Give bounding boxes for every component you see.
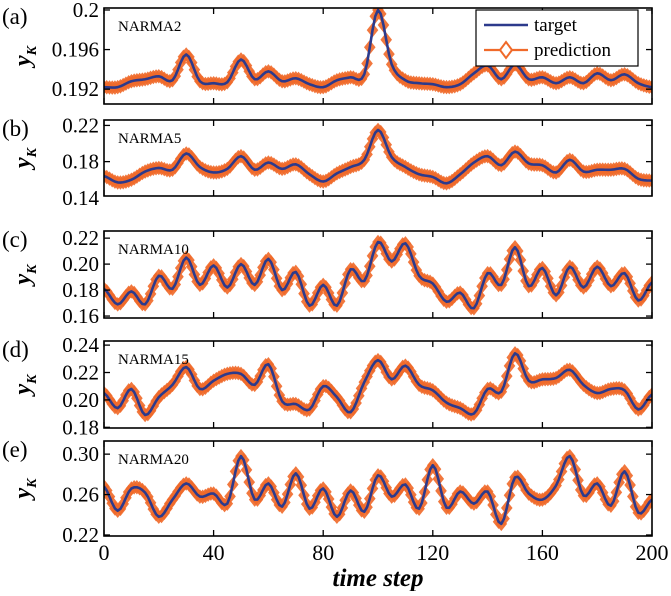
y-axis-label-main: y	[10, 488, 36, 502]
prediction-point	[646, 387, 652, 402]
prediction-point	[646, 492, 652, 507]
panel-series	[104, 234, 652, 316]
y-tick-label: 0.2	[73, 0, 99, 22]
legend-prediction-swatch	[498, 40, 514, 60]
y-axis-label: yK	[10, 44, 40, 69]
panel-title: NARMA2	[118, 19, 181, 35]
x-tick-label: 160	[526, 540, 559, 565]
axes-box	[103, 119, 653, 197]
y-axis-label: yK	[10, 373, 40, 398]
panel-series	[104, 346, 652, 423]
y-tick-label: 0.18	[62, 278, 99, 302]
axes-box	[103, 340, 653, 429]
y-tick-label: 0.196	[52, 38, 99, 62]
y-axis-label-sub: K	[25, 477, 40, 489]
y-tick-label: 0.14	[62, 186, 99, 210]
axes-box	[103, 440, 653, 537]
panel-title: NARMA10	[118, 242, 189, 258]
panel-title: NARMA20	[118, 452, 189, 468]
y-tick-label: 0.20	[62, 252, 99, 276]
x-tick-label: 120	[416, 540, 449, 565]
panel-series	[104, 122, 652, 191]
y-axis-label-sub: K	[25, 263, 40, 275]
target-line	[104, 240, 652, 310]
y-axis-label-sub: K	[25, 44, 40, 56]
panel-narma20: 0.22 0.26 0.30 (e) NARMA20 yK	[2, 437, 653, 547]
y-axis-label-main: y	[10, 55, 36, 69]
y-tick-label: 0.18	[62, 415, 99, 439]
y-tick-label: 0.22	[62, 113, 99, 137]
legend-prediction-label: prediction	[534, 40, 612, 61]
panel-narma10: 0.160.180.200.22 (c) NARMA10 yK	[2, 226, 653, 328]
target-line	[104, 352, 652, 417]
y-tick-label: 0.26	[62, 483, 99, 507]
panel-narma15: 0.18 0.20 0.22 0.24 (d) NARMA15 yK	[2, 333, 653, 439]
y-tick-label: 0.30	[62, 442, 99, 466]
panel-label: (d)	[2, 337, 29, 362]
target-line	[104, 454, 652, 526]
y-tick-label: 0.22	[62, 523, 99, 547]
y-tick-label: 0.24	[62, 333, 99, 357]
y-axis-label-sub: K	[25, 373, 40, 385]
x-tick-label: 40	[203, 540, 225, 565]
y-axis-label: yK	[10, 146, 40, 171]
panel-narma5: 0.14 0.18 0.22 (b) NARMA5 yK	[2, 113, 653, 210]
y-axis-label-main: y	[10, 384, 36, 398]
y-tick-label: 0.22	[62, 226, 99, 250]
y-axis-label: yK	[10, 477, 40, 502]
y-axis-label-main: y	[10, 274, 36, 288]
x-axis-label: time step	[333, 565, 424, 591]
panel-label: (a)	[2, 4, 28, 29]
x-tick-label: 0	[99, 540, 110, 565]
axes-box	[103, 7, 653, 105]
y-tick-label: 0.18	[62, 150, 99, 174]
legend-box	[475, 9, 639, 67]
y-tick-label: 0.22	[62, 361, 99, 385]
panel-title: NARMA5	[118, 131, 181, 147]
axes-box	[103, 230, 653, 319]
panel-label: (c)	[2, 227, 28, 252]
y-tick-label: 0.16	[62, 304, 99, 328]
y-tick-label: 0.20	[62, 388, 99, 412]
panel-label: (b)	[2, 116, 29, 141]
legend: target prediction	[475, 9, 639, 67]
y-tick-label: 0.192	[52, 77, 99, 101]
panel-label: (e)	[2, 437, 28, 462]
target-line	[104, 8, 652, 89]
x-tick-label: 80	[312, 540, 334, 565]
panel-series	[104, 448, 652, 532]
panel-title: NARMA15	[118, 352, 189, 368]
legend-target-label: target	[534, 15, 578, 36]
y-axis-label-main: y	[10, 157, 36, 171]
y-axis-label-sub: K	[25, 146, 40, 158]
y-axis-label: yK	[10, 263, 40, 288]
x-tick-label: 200	[636, 540, 669, 565]
target-line	[104, 128, 652, 185]
